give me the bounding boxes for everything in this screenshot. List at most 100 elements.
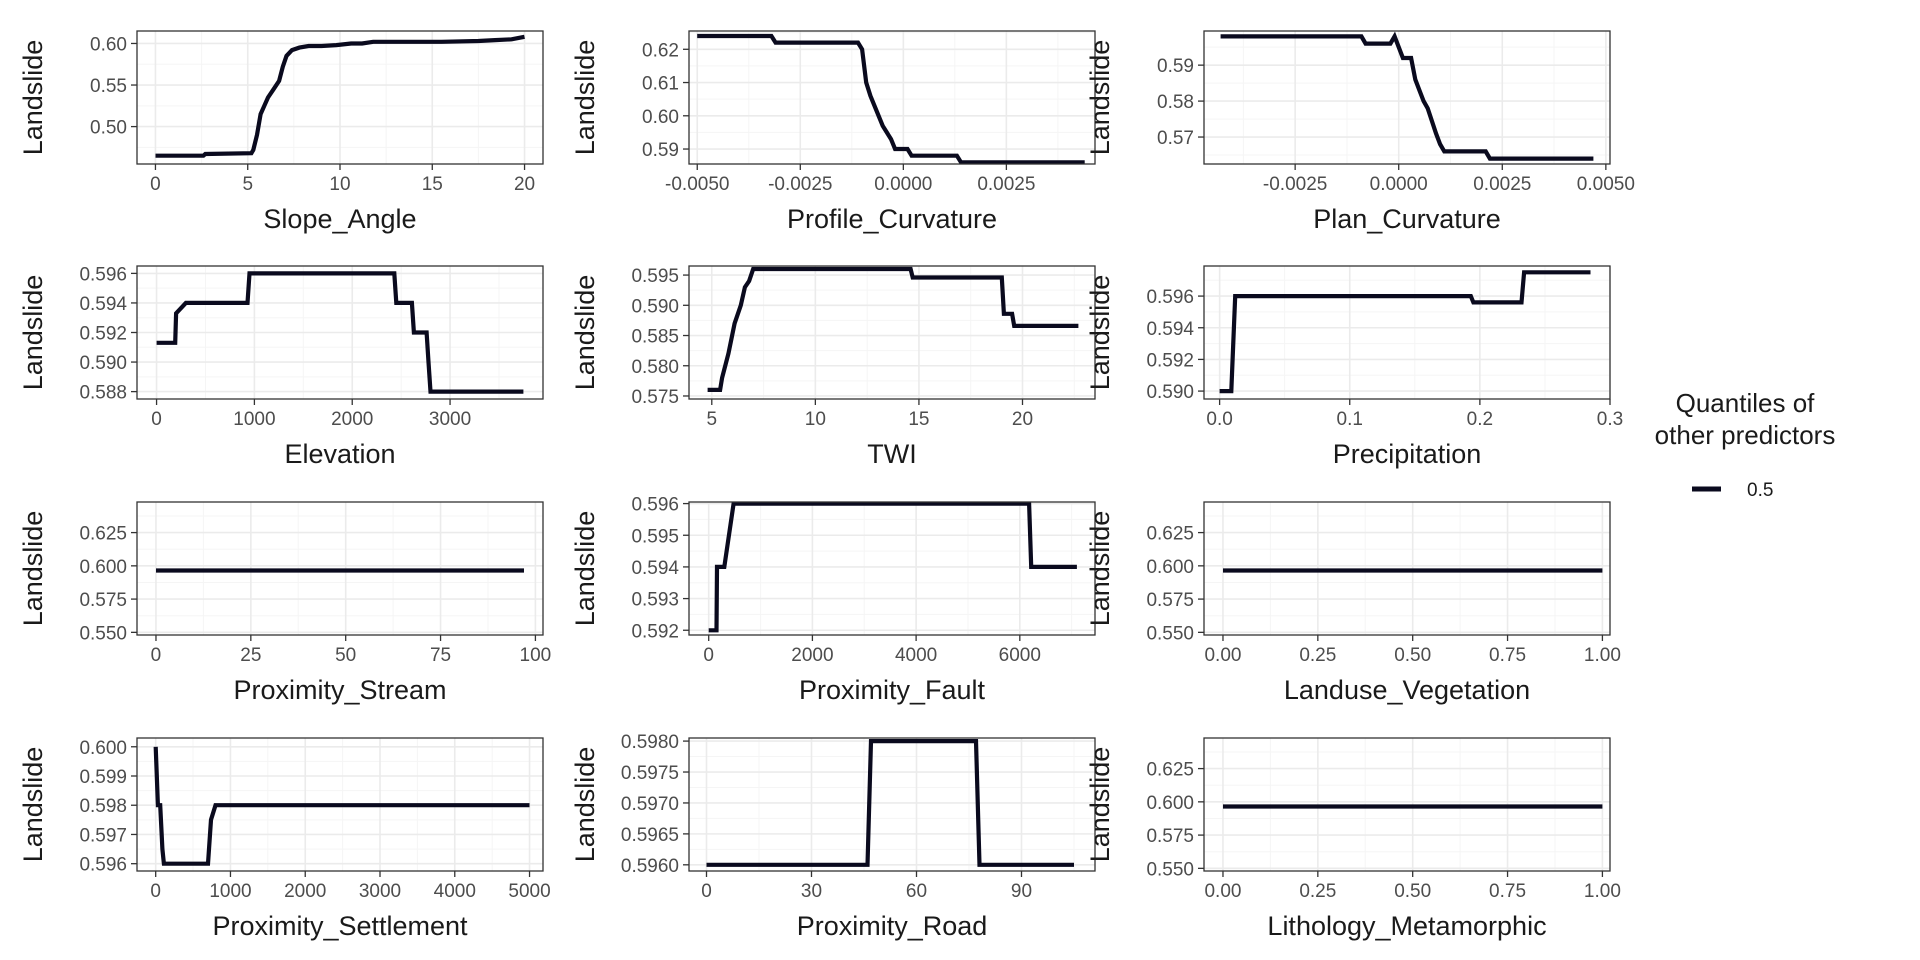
y-axis-title: Landslide — [18, 275, 48, 391]
y-axis-title: Landslide — [570, 275, 600, 391]
x-tick-label: 3000 — [429, 409, 471, 430]
legend-label: 0.5 — [1747, 480, 1773, 501]
x-tick-label: 30 — [801, 881, 822, 902]
x-tick-label: 1.00 — [1584, 881, 1621, 902]
y-tick-label: 0.600 — [79, 557, 127, 578]
y-tick-label: 0.600 — [1146, 793, 1194, 814]
x-axis-title: Proximity_Road — [797, 911, 988, 941]
y-axis-title: Landslide — [570, 511, 600, 627]
y-tick-label: 0.57 — [1157, 128, 1194, 149]
x-axis-title: Profile_Curvature — [787, 204, 997, 234]
y-tick-label: 0.550 — [79, 623, 127, 644]
x-tick-label: 100 — [520, 645, 552, 666]
y-tick-label: 0.550 — [1146, 859, 1194, 880]
y-axis-title: Landslide — [1085, 511, 1115, 627]
panel-border — [688, 501, 1096, 636]
legend: Quantiles of other predictors 0.5 — [1655, 388, 1836, 501]
panel-border — [1203, 30, 1611, 165]
x-tick-label: 0.50 — [1394, 645, 1431, 666]
y-tick-label: 0.5970 — [621, 794, 679, 815]
x-tick-label: 2000 — [284, 881, 326, 902]
panel-lithology-metamorphic: 0.00 0.25 0.50 0.75 1.00 0.550 0.575 0.600 0.625… — [1085, 737, 1621, 941]
x-tick-label: 0.3 — [1597, 409, 1623, 430]
x-tick-label: 20 — [514, 174, 535, 195]
y-tick-label: 0.592 — [631, 621, 679, 642]
x-tick-label: 4000 — [434, 881, 476, 902]
y-tick-label: 0.590 — [79, 353, 127, 374]
y-tick-label: 0.60 — [90, 34, 127, 55]
y-tick-label: 0.61 — [642, 74, 679, 95]
panel-plan-curvature: -0.0025 0.0000 0.0025 0.0050 0.57 0.58 0.59 Pla… — [1085, 30, 1635, 234]
y-tick-label: 0.592 — [1146, 350, 1194, 371]
panel-border — [1203, 501, 1611, 636]
legend-title-line-1: Quantiles of — [1676, 388, 1816, 418]
series-line — [697, 33, 1085, 165]
x-tick-label: 75 — [430, 645, 451, 666]
x-tick-label: 0.0 — [1206, 409, 1232, 430]
y-tick-label: 0.593 — [631, 590, 679, 611]
x-tick-label: 0 — [701, 881, 712, 902]
x-tick-label: 0 — [703, 645, 714, 666]
y-tick-label: 0.585 — [631, 327, 679, 348]
x-tick-label: 3000 — [359, 881, 401, 902]
y-axis-title: Landslide — [1085, 275, 1115, 391]
panel-twi: 5 10 15 20 0.575 0.580 0.585 0.590 0.595 TWI Lands… — [570, 265, 1096, 469]
x-tick-label: 0.1 — [1337, 409, 1363, 430]
x-tick-label: 0.00 — [1204, 645, 1241, 666]
x-tick-label: 0.0000 — [874, 174, 932, 195]
y-axis-title: Landslide — [18, 747, 48, 863]
series-line — [707, 266, 1079, 392]
panel-border — [688, 737, 1096, 872]
y-tick-label: 0.596 — [631, 495, 679, 516]
y-tick-label: 0.597 — [79, 825, 127, 846]
y-tick-label: 0.58 — [1157, 92, 1194, 113]
x-tick-label: 10 — [805, 409, 826, 430]
y-tick-label: 0.600 — [79, 738, 127, 759]
y-axis-title: Landslide — [18, 511, 48, 627]
x-tick-label: 0.75 — [1489, 645, 1526, 666]
panel-grid: 0 5 10 15 20 0.50 0.55 0.60 Slope_Angle Landslide… — [18, 30, 1635, 941]
y-tick-label: 0.596 — [79, 264, 127, 285]
x-tick-label: 90 — [1011, 881, 1032, 902]
x-tick-label: -0.0025 — [768, 174, 832, 195]
y-tick-label: 0.5965 — [621, 825, 679, 846]
x-tick-label: 50 — [335, 645, 356, 666]
panel-proximity-fault: 0 2000 4000 6000 0.592 0.593 0.594 0.595 0.596 Pr… — [570, 495, 1096, 705]
x-tick-label: 0.0050 — [1577, 174, 1635, 195]
y-tick-label: 0.594 — [79, 294, 127, 315]
y-tick-label: 0.50 — [90, 118, 127, 139]
series-line — [153, 746, 530, 866]
x-tick-label: 0.75 — [1489, 881, 1526, 902]
panel-proximity-stream: 0 25 50 75 100 0.550 0.575 0.600 0.625 Proximity_… — [18, 501, 552, 705]
panel-border — [136, 737, 544, 872]
x-tick-label: 15 — [908, 409, 929, 430]
panel-proximity-settlement: 0 1000 2000 3000 4000 5000 0.596 0.597 0.598 0.59… — [18, 737, 551, 941]
panel-border — [688, 30, 1096, 165]
panel-border — [1203, 737, 1611, 872]
series-line — [1219, 270, 1591, 394]
y-tick-label: 0.598 — [79, 796, 127, 817]
x-tick-label: 0 — [150, 881, 161, 902]
series-line — [708, 501, 1077, 633]
x-tick-label: 20 — [1012, 409, 1033, 430]
y-tick-label: 0.596 — [1146, 287, 1194, 308]
y-tick-label: 0.5980 — [621, 732, 679, 753]
y-tick-label: 0.599 — [79, 767, 127, 788]
x-tick-label: 0.2 — [1467, 409, 1493, 430]
y-tick-label: 0.575 — [79, 590, 127, 611]
x-tick-label: 2000 — [331, 409, 373, 430]
y-tick-label: 0.575 — [631, 387, 679, 408]
x-tick-label: 0.50 — [1394, 881, 1431, 902]
y-axis-title: Landslide — [570, 747, 600, 863]
x-tick-label: 0.00 — [1204, 881, 1241, 902]
y-tick-label: 0.594 — [1146, 319, 1194, 340]
series-line — [1220, 31, 1594, 161]
x-axis-title: Landuse_Vegetation — [1284, 675, 1530, 705]
x-axis-title: TWI — [867, 439, 916, 469]
x-axis-title: Proximity_Stream — [233, 675, 446, 705]
x-axis-title: Proximity_Settlement — [212, 911, 468, 941]
x-tick-label: 5 — [706, 409, 717, 430]
panel-landuse-vegetation: 0.00 0.25 0.50 0.75 1.00 0.550 0.575 0.600 0.625… — [1085, 501, 1621, 705]
x-tick-label: 5000 — [508, 881, 550, 902]
